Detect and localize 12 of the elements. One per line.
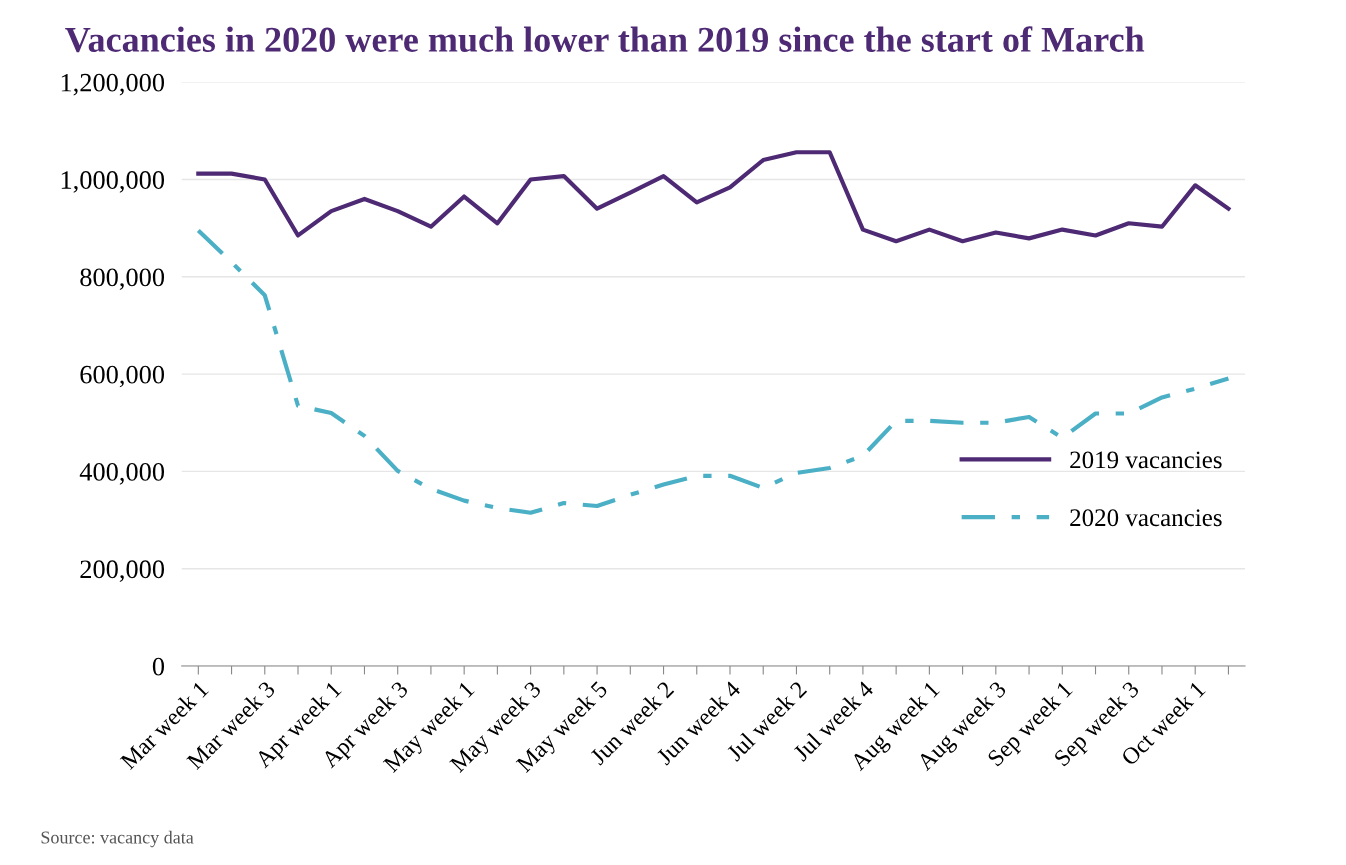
y-tick-label: 200,000 (80, 560, 165, 582)
y-tick-label: 0 (152, 657, 165, 676)
y-tick-label: 400,000 (79, 463, 165, 485)
source-note: Source: vacancy data (41, 830, 194, 848)
y-tick-label: 1,200,000 (61, 73, 165, 96)
legend-label: 2020 vacancies (1070, 509, 1222, 527)
legend-label: 2019 vacancies (1070, 451, 1222, 469)
y-tick-label: 600,000 (80, 365, 165, 388)
y-tick-label: 1,000,000 (61, 171, 165, 193)
chart-title: Vacancies in 2020 were much lower than 2019 since the start of March (65, 26, 1145, 53)
y-tick-label: 800,000 (80, 268, 165, 291)
line-series (196, 150, 1231, 244)
